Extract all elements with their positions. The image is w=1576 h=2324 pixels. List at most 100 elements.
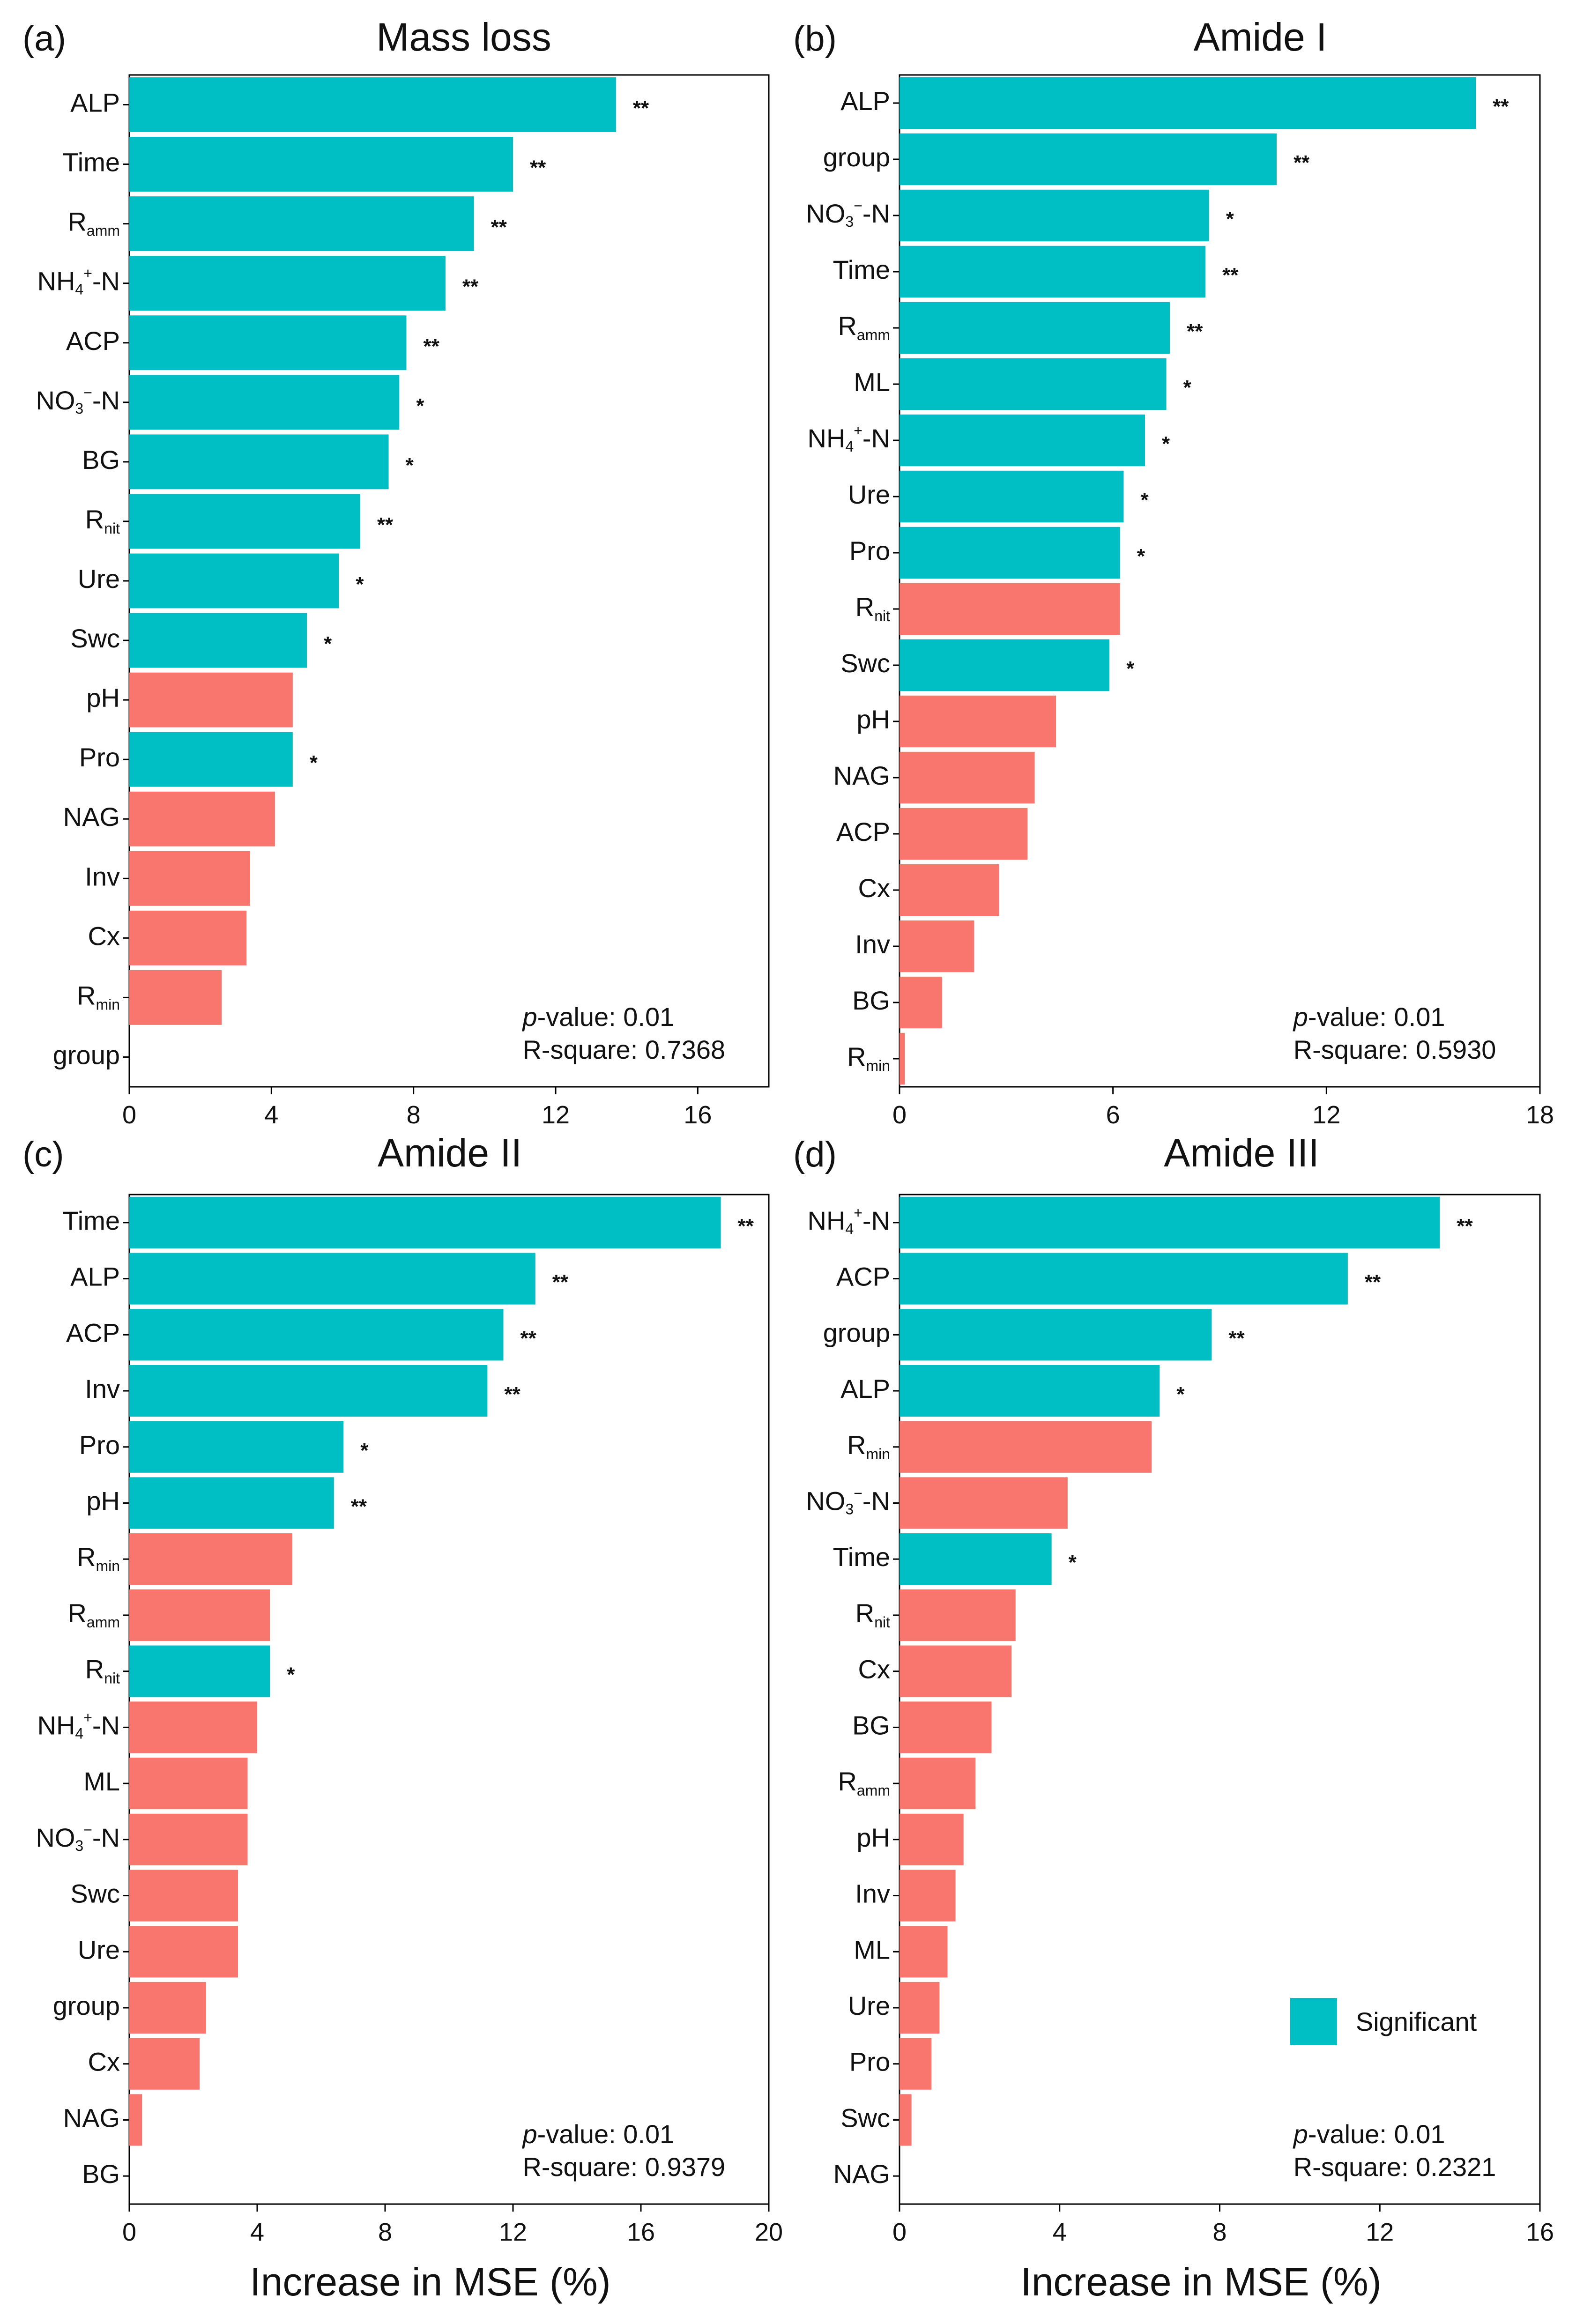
panel-1-bar-r-min bbox=[129, 970, 222, 1025]
panel-4-stars-nh4-n: ** bbox=[1457, 1215, 1473, 1238]
panel-4-bar-ph bbox=[900, 1813, 964, 1865]
panel-3-cat-acp: ACP bbox=[66, 1318, 120, 1347]
panel-3-bar-inv bbox=[129, 1365, 488, 1417]
panel-4-bar-r-nit bbox=[900, 1589, 1016, 1641]
panel-4-bar-acp bbox=[900, 1253, 1348, 1305]
panel-1-cat-no3-n: NO3−-N bbox=[36, 384, 120, 417]
panel-2-cat-time: Time bbox=[833, 255, 890, 284]
panel-1-bar-nh4-n bbox=[129, 256, 446, 311]
panel-3-cat-bg: BG bbox=[82, 2159, 120, 2189]
panel-2-cat-r-nit: Rnit bbox=[855, 592, 890, 625]
panel-2-cat-alp: ALP bbox=[840, 86, 890, 116]
panel-3-cat-alp: ALP bbox=[70, 1262, 120, 1291]
panel-3-bar-cx bbox=[129, 2038, 200, 2090]
panel-1-stars-ure: * bbox=[356, 573, 364, 596]
panel-2-cat-bg: BG bbox=[852, 986, 890, 1015]
panel-1-rsquare: R-square: 0.7368 bbox=[522, 1035, 725, 1064]
panel-2-title: Amide I bbox=[1194, 15, 1327, 59]
panel-2-bar-ure bbox=[900, 470, 1124, 523]
panel-1-cat-acp: ACP bbox=[66, 326, 120, 356]
panel-1-cat-ph: pH bbox=[86, 683, 120, 713]
panel-3-cat-r-min: Rmin bbox=[77, 1542, 120, 1575]
panel-2-cat-pro: Pro bbox=[849, 536, 890, 565]
panel-1-cat-nag: NAG bbox=[63, 802, 120, 832]
panel-1-bar-no3-n bbox=[129, 375, 400, 430]
panel-2-pvalue: p-value: 0.01 bbox=[1293, 1002, 1445, 1032]
panel-2-bar-cx bbox=[900, 864, 999, 916]
panel-4-stars-time: * bbox=[1069, 1551, 1077, 1574]
panel-4-bar-r-amm bbox=[900, 1758, 976, 1810]
panel-3-xtick-label-4: 4 bbox=[250, 2218, 264, 2246]
panel-1-bar-swc bbox=[129, 613, 307, 668]
panel-3-xlabel: Increase in MSE (%) bbox=[250, 2260, 610, 2304]
panel-1-stars-pro: * bbox=[310, 751, 318, 774]
panel-3-bar-nh4-n bbox=[129, 1701, 257, 1753]
panel-4-bar-no3-n bbox=[900, 1477, 1068, 1529]
panel-1-cat-pro: Pro bbox=[79, 742, 120, 772]
panel-3-bar-nag bbox=[129, 2094, 142, 2146]
panel-2-bar-pro bbox=[900, 527, 1120, 579]
panel-1-bar-inv bbox=[129, 851, 250, 906]
panel-2-stars-group: ** bbox=[1294, 151, 1310, 174]
panel-3-bar-ph bbox=[129, 1477, 334, 1529]
panel-3-label: (c) bbox=[22, 1135, 64, 1174]
panel-3-bar-pro bbox=[129, 1421, 344, 1473]
panel-3-stars-inv: ** bbox=[504, 1383, 520, 1406]
panel-4-cat-swc: Swc bbox=[840, 2103, 890, 2132]
panel-1-stars-r-nit: ** bbox=[377, 513, 394, 536]
panel-2-xtick-label-18: 18 bbox=[1526, 1101, 1554, 1129]
panel-2-label: (b) bbox=[793, 19, 837, 59]
panel-3-pvalue: p-value: 0.01 bbox=[521, 2119, 674, 2149]
panel-4-cat-nag: NAG bbox=[833, 2159, 890, 2189]
panel-4-stars-acp: ** bbox=[1365, 1271, 1381, 1294]
panel-1-title: Mass loss bbox=[376, 15, 551, 59]
panel-1-cat-swc: Swc bbox=[70, 624, 120, 653]
panel-3-stars-r-nit: * bbox=[287, 1663, 295, 1686]
panel-2-cat-no3-n: NO3−-N bbox=[806, 197, 890, 230]
panel-3-cat-nh4-n: NH4+-N bbox=[37, 1709, 120, 1742]
panel-2-bar-acp bbox=[900, 808, 1028, 860]
panel-3-cat-time: Time bbox=[63, 1206, 120, 1235]
panel-3-bar-ure bbox=[129, 1926, 238, 1978]
panel-1-xtick-label-4: 4 bbox=[264, 1101, 278, 1129]
panel-3-bar-alp bbox=[129, 1253, 535, 1305]
panel-3-cat-ure: Ure bbox=[78, 1935, 120, 1964]
panel-1-stars-r-amm: ** bbox=[491, 216, 507, 239]
panel-4-bar-time bbox=[900, 1533, 1052, 1585]
panel-3-cat-ph: pH bbox=[86, 1486, 120, 1515]
panel-3-cat-cx: Cx bbox=[88, 2047, 120, 2076]
panel-2-bar-inv bbox=[900, 920, 974, 973]
panel-2-bar-alp bbox=[900, 77, 1476, 129]
panel-2-stars-pro: * bbox=[1137, 545, 1145, 568]
panel-3-cat-ml: ML bbox=[83, 1767, 120, 1796]
panel-3-stars-acp: ** bbox=[520, 1327, 537, 1350]
panel-1-bar-alp bbox=[129, 77, 616, 132]
panel-2-stars-alp: ** bbox=[1493, 95, 1509, 118]
panel-1-cat-r-amm: Ramm bbox=[67, 207, 120, 239]
panel-1-bar-acp bbox=[129, 315, 407, 371]
panel-2-bar-nag bbox=[900, 751, 1035, 804]
panel-1-pvalue: p-value: 0.01 bbox=[521, 1002, 674, 1032]
panel-3-bar-group bbox=[129, 1982, 206, 2034]
panel-3-xtick-label-12: 12 bbox=[499, 2218, 527, 2246]
panel-4-bar-alp bbox=[900, 1365, 1160, 1417]
panel-2-stars-time: ** bbox=[1222, 264, 1239, 287]
panel-1-bar-r-nit bbox=[129, 494, 360, 549]
panel-3-title: Amide II bbox=[378, 1131, 522, 1175]
panel-4-xtick-label-4: 4 bbox=[1053, 2218, 1067, 2246]
panel-1-stars-time: ** bbox=[530, 156, 546, 179]
panel-2-bar-r-nit bbox=[900, 583, 1120, 635]
panel-4-bar-pro bbox=[900, 2038, 932, 2090]
panel-4-cat-r-nit: Rnit bbox=[855, 1598, 890, 1631]
panel-3-bar-r-min bbox=[129, 1533, 293, 1585]
panel-4-xtick-label-8: 8 bbox=[1212, 2218, 1227, 2246]
panel-1-xtick-label-8: 8 bbox=[407, 1101, 421, 1129]
panel-1-stars-alp: ** bbox=[633, 97, 649, 120]
panel-1-stars-bg: * bbox=[406, 454, 414, 477]
panel-1-stars-acp: ** bbox=[424, 335, 440, 358]
panel-4-cat-acp: ACP bbox=[836, 1262, 890, 1291]
panel-2-bar-time bbox=[900, 245, 1206, 298]
panel-3-xtick-label-8: 8 bbox=[378, 2218, 392, 2246]
panel-3-bar-time bbox=[129, 1196, 721, 1248]
